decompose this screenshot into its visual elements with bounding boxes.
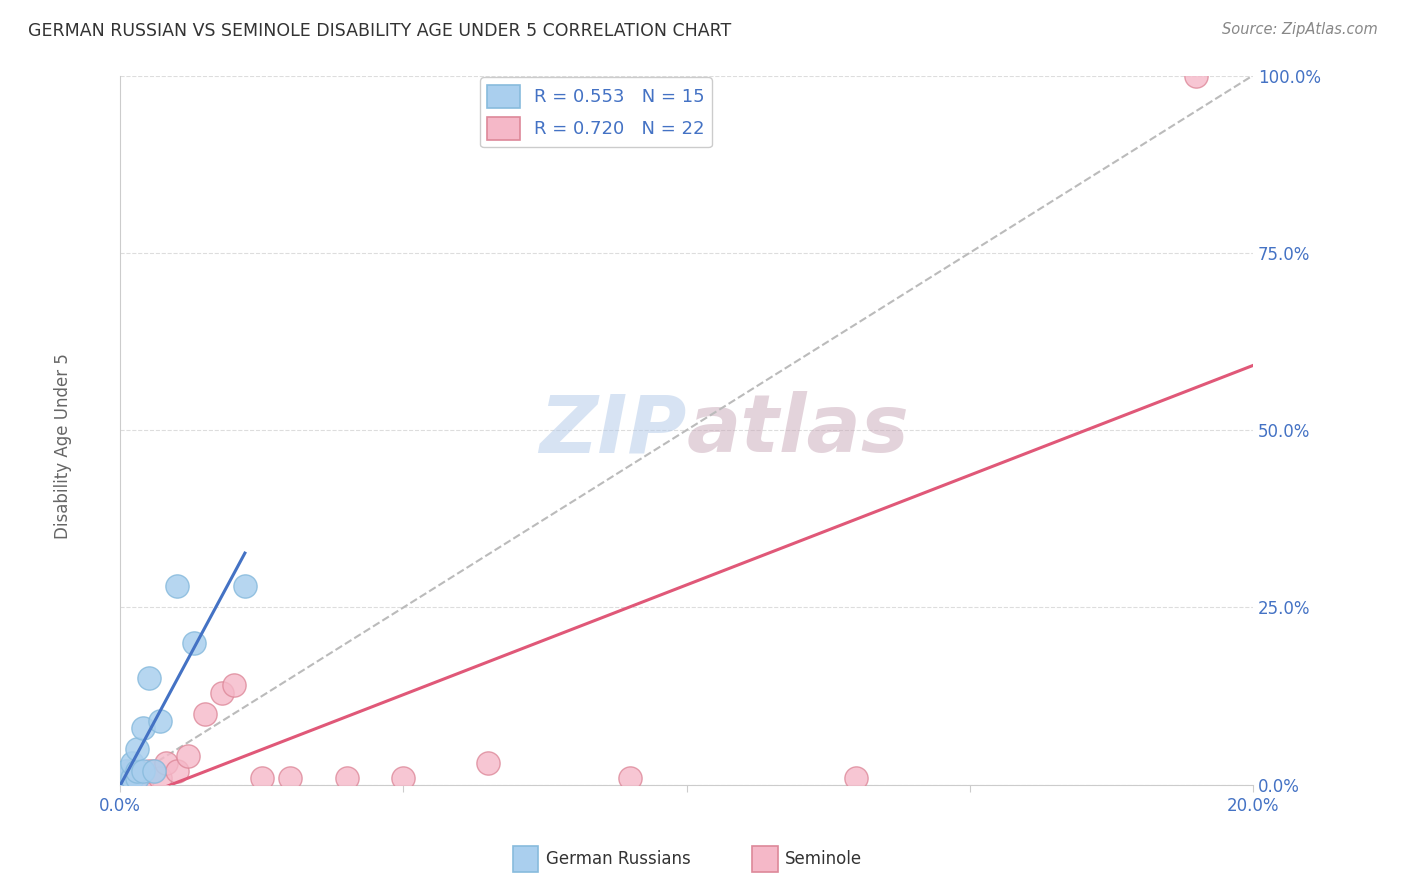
Point xyxy=(121,756,143,771)
Point xyxy=(194,706,217,721)
Point xyxy=(336,771,359,785)
Point xyxy=(132,764,155,778)
Point xyxy=(127,742,149,756)
Legend: R = 0.553   N = 15, R = 0.720   N = 22: R = 0.553 N = 15, R = 0.720 N = 22 xyxy=(479,78,711,147)
Text: GERMAN RUSSIAN VS SEMINOLE DISABILITY AGE UNDER 5 CORRELATION CHART: GERMAN RUSSIAN VS SEMINOLE DISABILITY AG… xyxy=(28,22,731,40)
Point xyxy=(155,756,177,771)
Point xyxy=(115,771,138,785)
Point xyxy=(222,678,245,692)
Point xyxy=(392,771,415,785)
Point xyxy=(1185,69,1208,83)
Point xyxy=(132,771,155,785)
Point xyxy=(138,672,160,686)
Point xyxy=(166,579,188,593)
Point xyxy=(127,764,149,778)
Point xyxy=(138,764,160,778)
Point xyxy=(115,771,138,785)
Point xyxy=(845,771,868,785)
Point xyxy=(278,771,301,785)
Point xyxy=(211,685,233,699)
Text: Disability Age Under 5: Disability Age Under 5 xyxy=(55,353,72,539)
Point xyxy=(177,749,200,764)
Text: Seminole: Seminole xyxy=(785,850,862,868)
Point xyxy=(166,764,188,778)
Point xyxy=(250,771,273,785)
Text: atlas: atlas xyxy=(686,391,910,469)
Point xyxy=(233,579,256,593)
Point xyxy=(121,764,143,778)
Point xyxy=(477,756,499,771)
Point xyxy=(143,764,166,778)
Point xyxy=(149,771,172,785)
Point xyxy=(619,771,641,785)
Text: ZIP: ZIP xyxy=(538,391,686,469)
Point xyxy=(183,636,205,650)
Point xyxy=(127,771,149,785)
Point xyxy=(121,771,143,785)
Point xyxy=(115,764,138,778)
Text: Source: ZipAtlas.com: Source: ZipAtlas.com xyxy=(1222,22,1378,37)
Point xyxy=(127,771,149,785)
Point xyxy=(121,771,143,785)
Text: German Russians: German Russians xyxy=(546,850,690,868)
Point xyxy=(149,714,172,728)
Point xyxy=(132,721,155,735)
Point xyxy=(143,764,166,778)
